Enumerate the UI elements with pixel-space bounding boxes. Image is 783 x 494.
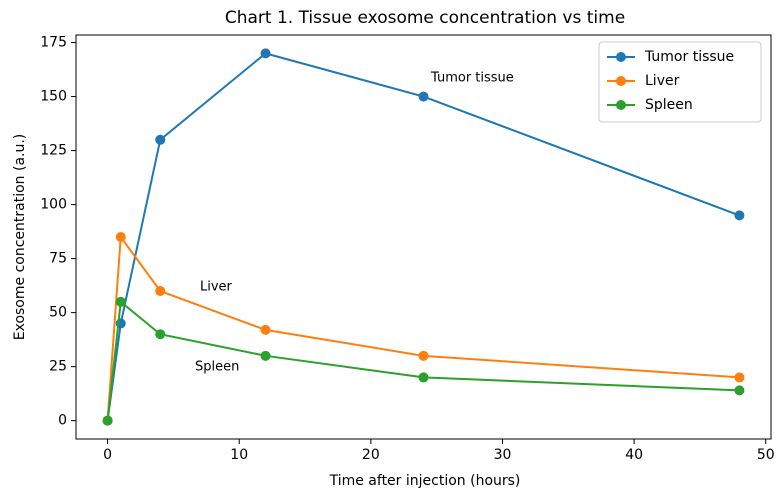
x-tick-label: 0 — [103, 447, 112, 463]
plot-frame — [75, 34, 772, 440]
marker — [260, 350, 271, 361]
line — [106, 299, 740, 421]
annotation: Tumor tissue — [430, 71, 514, 86]
legend-label: Spleen — [645, 97, 693, 113]
marker — [734, 385, 745, 396]
marker — [418, 372, 429, 383]
marker — [155, 286, 166, 297]
legend-label: Tumor tissue — [644, 49, 734, 65]
chart-title: Chart 1. Tissue exosome concentration vs… — [225, 8, 625, 28]
x-tick-label: 30 — [494, 447, 512, 463]
legend-marker — [616, 76, 626, 86]
line — [106, 234, 740, 421]
marker — [418, 91, 429, 102]
marker — [260, 324, 271, 335]
marker — [155, 329, 166, 340]
line — [106, 52, 740, 421]
marker — [260, 48, 271, 59]
marker — [734, 210, 745, 221]
y-tick-label: 0 — [58, 413, 67, 429]
marker — [115, 296, 126, 307]
y-tick-label: 50 — [49, 305, 67, 321]
annotation: Spleen — [195, 360, 239, 375]
legend-box — [598, 41, 762, 123]
legend-marker — [616, 100, 626, 110]
y-tick-label: 175 — [40, 35, 67, 51]
y-tick-label: 75 — [49, 251, 67, 267]
x-axis-label: Time after injection (hours) — [329, 473, 521, 489]
y-axis-label: Exosome concentration (a.u.) — [12, 134, 28, 341]
y-tick-label: 100 — [40, 197, 67, 213]
legend-marker — [616, 52, 626, 62]
marker — [102, 415, 113, 426]
y-tick-label: 150 — [40, 89, 67, 105]
x-tick-label: 50 — [757, 447, 775, 463]
y-tick-label: 25 — [49, 359, 67, 375]
x-tick-label: 10 — [230, 447, 248, 463]
marker — [115, 232, 126, 242]
annotation: Liver — [200, 280, 233, 295]
x-tick-label: 20 — [362, 447, 380, 463]
legend-label: Liver — [645, 73, 680, 89]
y-tick-label: 125 — [40, 143, 67, 159]
marker — [418, 350, 429, 361]
marker — [734, 372, 745, 383]
x-tick-label: 40 — [625, 447, 643, 463]
marker — [155, 134, 166, 145]
